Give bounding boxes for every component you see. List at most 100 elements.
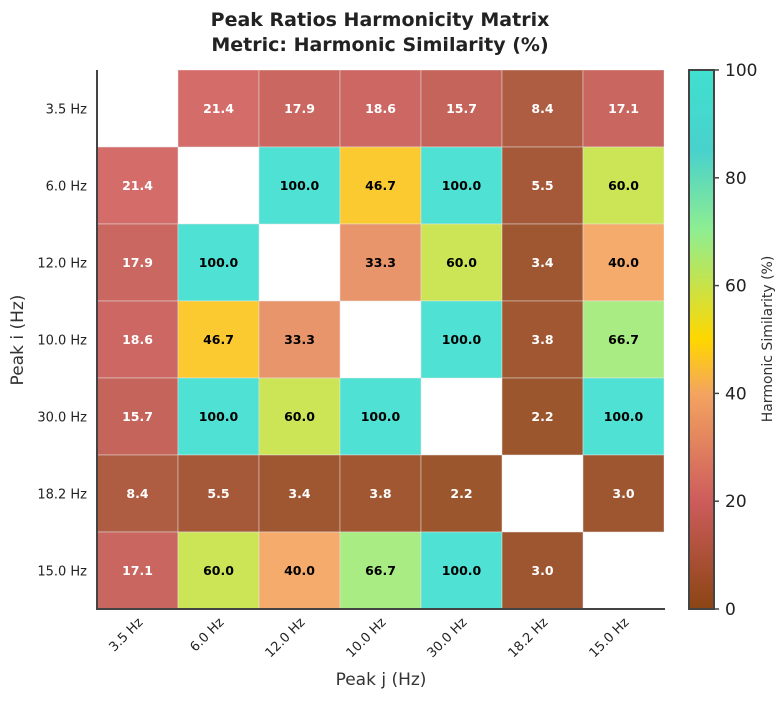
heatmap-cell bbox=[96, 454, 179, 533]
heatmap-cell bbox=[259, 224, 340, 301]
heatmap-cell-labels: 21.4 17.9 18.6 15.7 8.4 17.1 21.4 100.0 46.7 100.… bbox=[122, 101, 643, 578]
cell-value-label: 40.0 bbox=[608, 255, 639, 270]
heatmap-cell bbox=[96, 531, 179, 610]
heatmap-cell bbox=[501, 377, 584, 456]
cell-value-label: 21.4 bbox=[122, 178, 153, 193]
heatmap-grid bbox=[97, 70, 664, 609]
heatmap-cell bbox=[420, 300, 503, 379]
cell-value-label: 3.8 bbox=[369, 486, 391, 501]
heatmap-cell bbox=[258, 377, 341, 456]
cell-value-label: 3.0 bbox=[612, 486, 634, 501]
x-tick-label: 18.2 Hz bbox=[506, 615, 552, 661]
heatmap-cell bbox=[502, 455, 583, 532]
heatmap-cell bbox=[420, 69, 503, 148]
heatmap-cell bbox=[420, 454, 503, 533]
x-tick-label: 15.0 Hz bbox=[587, 615, 633, 661]
cell-value-label: 46.7 bbox=[203, 332, 234, 347]
cell-value-label: 100.0 bbox=[199, 255, 239, 270]
cell-value-label: 17.1 bbox=[122, 563, 153, 578]
cell-value-label: 46.7 bbox=[365, 178, 396, 193]
cell-value-label: 33.3 bbox=[284, 332, 315, 347]
cell-value-label: 60.0 bbox=[446, 255, 477, 270]
heatmap-cell bbox=[96, 300, 179, 379]
cell-value-label: 3.4 bbox=[288, 486, 310, 501]
y-tick-label: 3.5 Hz bbox=[46, 103, 88, 118]
heatmap-cell bbox=[582, 454, 665, 533]
cell-value-label: 66.7 bbox=[365, 563, 396, 578]
cell-value-label: 21.4 bbox=[203, 101, 234, 116]
heatmap-cell bbox=[583, 532, 664, 609]
chart-title: Peak Ratios Harmonicity Matrix bbox=[211, 9, 550, 31]
heatmap-cell bbox=[177, 300, 260, 379]
heatmap-cell bbox=[339, 377, 422, 456]
heatmap-cell bbox=[258, 531, 341, 610]
cell-value-label: 8.4 bbox=[531, 101, 553, 116]
x-tick-label: 12.0 Hz bbox=[263, 615, 309, 661]
cell-value-label: 17.9 bbox=[122, 255, 153, 270]
heatmap-cell bbox=[421, 378, 502, 455]
heatmap-cell bbox=[258, 300, 341, 379]
heatmap-cell bbox=[582, 377, 665, 456]
cell-value-label: 3.0 bbox=[531, 563, 553, 578]
cell-value-label: 33.3 bbox=[365, 255, 396, 270]
heatmap-cells bbox=[96, 69, 665, 610]
y-tick-label: 15.0 Hz bbox=[37, 565, 87, 580]
colorbar-ticks: 0 20 40 60 80 100 bbox=[714, 61, 757, 620]
cell-value-label: 100.0 bbox=[280, 178, 320, 193]
cell-value-label: 2.2 bbox=[531, 409, 553, 424]
x-axis-ticks: 3.5 Hz 6.0 Hz 12.0 Hz 10.0 Hz 30.0 Hz 18.2 Hz… bbox=[106, 615, 632, 661]
cell-value-label: 5.5 bbox=[207, 486, 229, 501]
heatmap-cell bbox=[420, 146, 503, 225]
x-tick-label: 6.0 Hz bbox=[187, 615, 227, 655]
colorbar-label: Harmonic Similarity (%) bbox=[760, 256, 776, 423]
y-tick-label: 6.0 Hz bbox=[46, 180, 88, 195]
y-tick-label: 30.0 Hz bbox=[37, 411, 87, 426]
heatmap-cell bbox=[582, 300, 665, 379]
heatmap-cell bbox=[96, 377, 179, 456]
cell-value-label: 15.7 bbox=[122, 409, 153, 424]
y-axis-label: Peak i (Hz) bbox=[8, 295, 28, 386]
y-tick-label: 18.2 Hz bbox=[37, 488, 87, 503]
x-tick-label: 3.5 Hz bbox=[106, 615, 146, 655]
y-axis-ticks: 3.5 Hz 6.0 Hz 12.0 Hz 10.0 Hz 30.0 Hz 18.2 Hz… bbox=[37, 103, 87, 580]
heatmap-cell bbox=[582, 146, 665, 225]
cell-value-label: 100.0 bbox=[361, 409, 401, 424]
cell-value-label: 18.6 bbox=[122, 332, 153, 347]
heatmap-cell bbox=[177, 223, 260, 302]
cell-value-label: 18.6 bbox=[365, 101, 396, 116]
cell-value-label: 60.0 bbox=[284, 409, 315, 424]
cell-value-label: 3.8 bbox=[531, 332, 553, 347]
colorbar-tick-label: 100 bbox=[725, 61, 757, 81]
cell-value-label: 66.7 bbox=[608, 332, 639, 347]
heatmap-cell bbox=[340, 301, 421, 378]
cell-value-label: 5.5 bbox=[531, 178, 553, 193]
heatmap-cell bbox=[501, 531, 584, 610]
cell-value-label: 3.4 bbox=[531, 255, 553, 270]
colorbar-tick-label: 20 bbox=[725, 492, 747, 512]
colorbar-tick-label: 60 bbox=[725, 277, 747, 297]
cell-value-label: 17.9 bbox=[284, 101, 315, 116]
heatmap-cell bbox=[177, 531, 260, 610]
cell-value-label: 15.7 bbox=[446, 101, 477, 116]
heatmap-cell bbox=[501, 300, 584, 379]
cell-value-label: 100.0 bbox=[442, 178, 482, 193]
heatmap-cell bbox=[96, 223, 179, 302]
cell-value-label: 17.1 bbox=[608, 101, 639, 116]
cell-value-label: 100.0 bbox=[604, 409, 644, 424]
heatmap-cell bbox=[339, 69, 422, 148]
y-tick-label: 12.0 Hz bbox=[37, 257, 87, 272]
heatmap-cell bbox=[339, 531, 422, 610]
colorbar-tick-label: 0 bbox=[725, 600, 736, 620]
cell-value-label: 2.2 bbox=[450, 486, 472, 501]
x-tick-label: 10.0 Hz bbox=[344, 615, 390, 661]
heatmap-cell bbox=[582, 69, 665, 148]
heatmap-cell bbox=[258, 69, 341, 148]
heatmap-cell bbox=[501, 69, 584, 148]
cell-value-label: 100.0 bbox=[442, 563, 482, 578]
cell-value-label: 8.4 bbox=[126, 486, 148, 501]
cell-value-label: 100.0 bbox=[442, 332, 482, 347]
colorbar bbox=[688, 69, 715, 610]
heatmap-cell bbox=[258, 146, 341, 225]
